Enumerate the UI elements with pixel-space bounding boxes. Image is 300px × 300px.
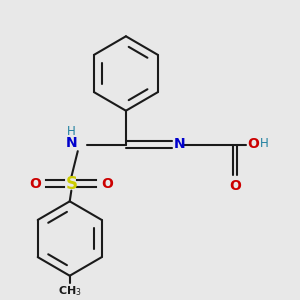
Text: CH$_3$: CH$_3$ xyxy=(58,284,82,298)
Text: S: S xyxy=(65,175,77,193)
Text: N: N xyxy=(174,137,186,151)
Text: O: O xyxy=(247,137,259,151)
Text: O: O xyxy=(29,176,41,190)
Text: O: O xyxy=(101,176,113,190)
Text: N: N xyxy=(66,136,78,150)
Text: O: O xyxy=(229,179,241,193)
Text: H: H xyxy=(67,125,76,138)
Text: H: H xyxy=(260,137,269,150)
